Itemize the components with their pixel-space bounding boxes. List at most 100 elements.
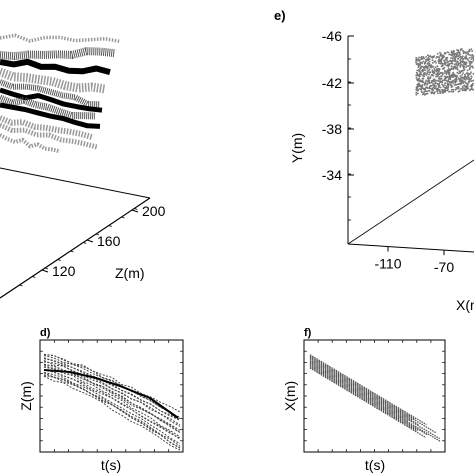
cloud-point — [457, 51, 460, 54]
cloud-point — [436, 67, 438, 70]
cloud-point — [437, 60, 440, 63]
cloud-point — [470, 75, 473, 78]
panel-d: d) Z(m) t(s) — [18, 327, 184, 473]
cloud-point — [469, 63, 472, 65]
cloud-point — [429, 71, 432, 73]
frame-ticks-f — [304, 340, 445, 452]
cloud-point — [429, 55, 432, 57]
cloud-point — [448, 60, 450, 63]
cloud-point — [470, 48, 473, 51]
cloud-point — [467, 83, 469, 85]
cloud-point — [456, 71, 459, 74]
cloud-point — [440, 75, 442, 78]
cloud-point — [457, 57, 460, 60]
cloud-point — [432, 84, 434, 86]
cloud-point — [428, 62, 431, 65]
cloud-point — [463, 80, 466, 83]
cloud-point — [425, 74, 428, 76]
cloud-point — [458, 90, 461, 92]
cloud-point — [422, 75, 424, 77]
cloud-point — [442, 67, 445, 70]
cloud-point — [428, 68, 431, 71]
cloud-point — [470, 65, 473, 68]
cloud-point — [430, 64, 433, 66]
cloud-point — [425, 93, 427, 95]
cloud-point — [460, 70, 463, 73]
cloud-point — [429, 87, 432, 90]
z-tick-mark — [41, 269, 49, 273]
cloud-point — [434, 69, 437, 72]
z-minor-tick — [70, 250, 74, 253]
cloud-point — [430, 81, 432, 84]
cloud-point — [461, 61, 464, 64]
cloud-point — [420, 90, 423, 92]
x-axis-label: X(m) — [456, 297, 474, 313]
cloud-point — [428, 60, 431, 63]
cloud-point — [462, 72, 464, 74]
series-line — [309, 360, 441, 440]
cloud-point — [456, 68, 459, 71]
cloud-point — [415, 60, 417, 63]
cloud-point — [455, 67, 457, 70]
trajectory-band — [0, 122, 99, 150]
cloud-point — [439, 79, 441, 81]
cloud-point — [441, 83, 443, 86]
series-line — [43, 375, 181, 449]
series-line — [43, 365, 181, 433]
cloud-point — [440, 71, 442, 74]
cloud-point — [451, 62, 454, 65]
cloud-point — [431, 59, 434, 62]
cloud-point — [463, 77, 465, 80]
cloud-point — [455, 78, 458, 81]
cloud-point — [425, 86, 428, 88]
cloud-point — [470, 54, 472, 57]
cloud-point — [452, 88, 455, 91]
cloud-point — [466, 87, 469, 90]
cloud-point — [424, 81, 427, 83]
cloud-point — [440, 60, 443, 63]
cloud-point — [466, 72, 469, 75]
cloud-point — [431, 69, 434, 72]
cloud-point — [425, 79, 428, 82]
cloud-point — [438, 85, 440, 88]
series-line — [43, 355, 181, 418]
cloud-point — [431, 62, 434, 64]
cloud-point — [415, 76, 418, 79]
series-line — [309, 362, 442, 443]
cloud-point — [417, 60, 420, 62]
cloud-point — [423, 91, 425, 94]
trajectory-band — [0, 58, 111, 76]
cloud-point — [418, 70, 421, 73]
cloud-point — [435, 75, 437, 78]
cloud-point — [450, 51, 453, 54]
trajectory-band — [0, 94, 96, 120]
cloud-point — [470, 61, 473, 64]
cloud-point — [442, 89, 445, 91]
cloud-point — [463, 75, 466, 78]
cloud-point — [418, 77, 420, 80]
cloud-point — [426, 54, 429, 57]
cloud-point — [419, 66, 422, 69]
cloud-point — [457, 77, 460, 79]
cloud-point — [466, 85, 468, 87]
cloud-point — [448, 73, 450, 76]
cloud-point — [461, 76, 463, 79]
series-line — [43, 366, 181, 438]
series-line — [43, 364, 181, 433]
cloud-point — [438, 56, 441, 59]
cloud-point — [421, 84, 424, 86]
cloud-point — [415, 74, 418, 77]
z-minor-tick — [19, 284, 23, 287]
cloud-point — [442, 79, 444, 82]
series-line — [43, 354, 181, 420]
cloud-point — [434, 87, 437, 89]
z-tick-mark — [131, 209, 139, 213]
cloud-point — [448, 63, 451, 65]
cloud-point — [420, 56, 423, 58]
cloud-point — [424, 69, 427, 72]
cloud-point — [429, 76, 432, 78]
series-line — [309, 354, 427, 426]
series-line — [43, 358, 181, 421]
panel-f-letter: f) — [304, 327, 312, 339]
series-line — [309, 361, 409, 422]
